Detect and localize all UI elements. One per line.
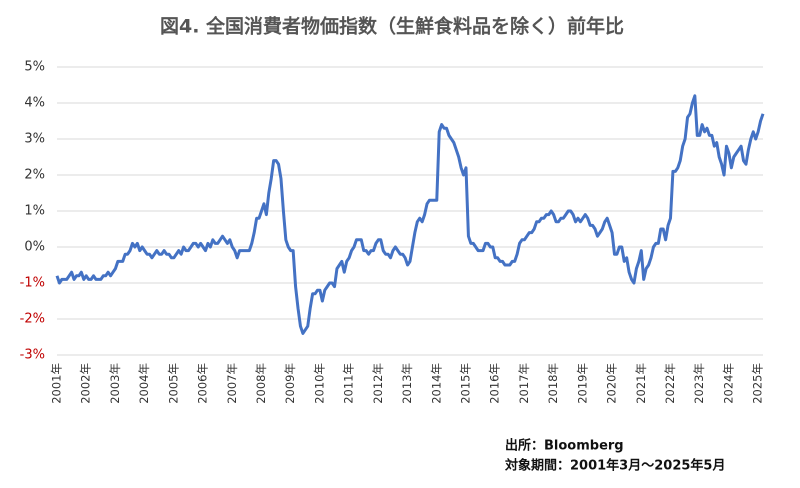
- x-tick-label: 2022年: [663, 363, 677, 404]
- x-tick-label: 2020年: [605, 363, 619, 404]
- y-tick-label: 3%: [24, 132, 45, 147]
- y-tick-label: 1%: [24, 204, 45, 219]
- x-tick-label: 2023年: [692, 363, 706, 404]
- x-tick-label: 2013年: [400, 363, 414, 404]
- x-tick-label: 2014年: [429, 363, 443, 404]
- data-line: [55, 94, 765, 335]
- x-tick-label: 2002年: [79, 363, 93, 404]
- x-tick-label: 2008年: [254, 363, 268, 404]
- x-tick-label: 2019年: [575, 363, 589, 404]
- y-tick-label: 2%: [24, 168, 45, 183]
- x-tick-label: 2011年: [342, 363, 356, 404]
- x-tick-label: 2012年: [371, 363, 385, 404]
- x-tick-label: 2021年: [634, 363, 648, 404]
- source-note: 出所：Bloomberg: [505, 438, 624, 454]
- x-tick-label: 2010年: [312, 363, 326, 404]
- x-tick-label: 2018年: [546, 363, 560, 404]
- x-tick-label: 2004年: [137, 363, 151, 404]
- period-note: 対象期間：2001年3月～2025年5月: [504, 458, 725, 474]
- x-tick-label: 2015年: [458, 363, 472, 404]
- x-tick-label: 2024年: [721, 363, 735, 404]
- chart-title: 図4. 全国消費者物価指数（生鮮食料品を除く）前年比: [160, 15, 624, 38]
- x-tick-label: 2003年: [108, 363, 122, 404]
- x-tick-label: 2009年: [283, 363, 297, 404]
- x-tick-label: 2025年: [751, 363, 765, 404]
- y-tick-label: -2%: [20, 312, 45, 327]
- x-tick-label: 2017年: [517, 363, 531, 404]
- y-tick-label: -1%: [20, 276, 45, 291]
- y-tick-label: 0%: [24, 240, 45, 255]
- y-tick-label: -3%: [20, 348, 45, 363]
- x-tick-label: 2001年: [50, 363, 64, 404]
- x-tick-label: 2006年: [196, 363, 210, 404]
- y-tick-label: 4%: [24, 96, 45, 111]
- x-tick-label: 2005年: [166, 363, 180, 404]
- x-tick-label: 2016年: [488, 363, 502, 404]
- y-tick-label: 5%: [24, 60, 45, 75]
- x-tick-label: 2007年: [225, 363, 239, 404]
